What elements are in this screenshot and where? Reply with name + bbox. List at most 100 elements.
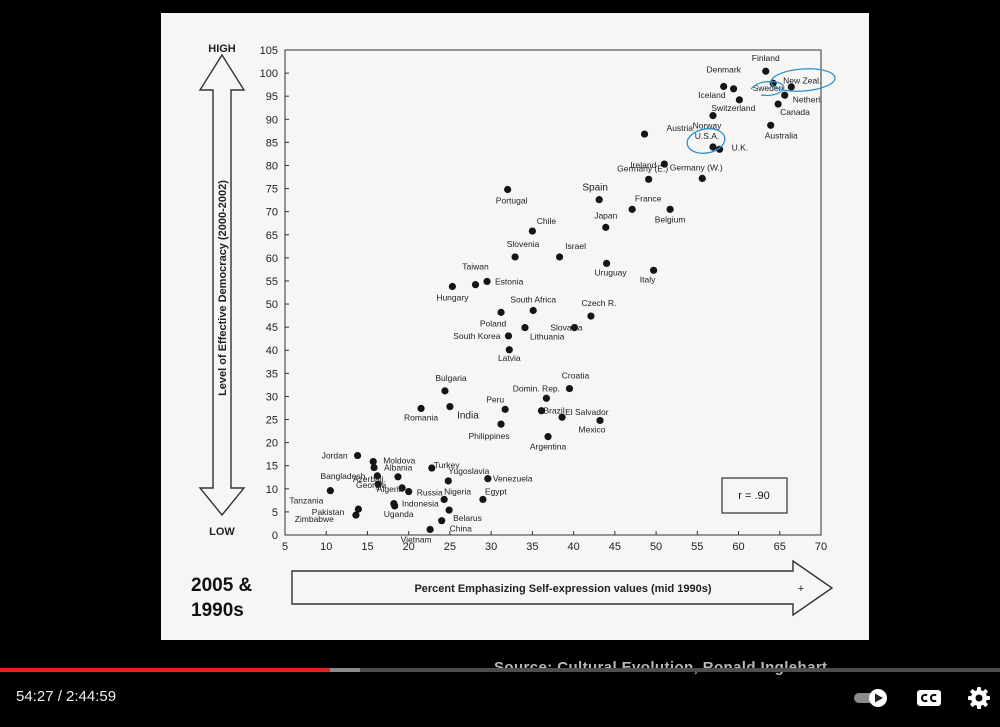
point-marker <box>715 145 724 153</box>
point-marker <box>353 451 362 460</box>
point-austria: Austria <box>640 123 694 138</box>
point-marker <box>603 259 611 267</box>
point-netherl: Netherl. <box>781 91 823 104</box>
settings-button[interactable] <box>964 684 994 712</box>
point-label: Taiwan <box>462 262 489 272</box>
point-marker <box>720 82 728 91</box>
point-label: Pakistan <box>312 507 345 517</box>
point-georgia: Georgia <box>356 480 387 490</box>
point-label: Albania <box>384 463 413 473</box>
autoplay-toggle[interactable] <box>852 684 892 712</box>
point-label: Czech R. <box>581 298 616 308</box>
point-label: Lithuania <box>530 332 565 342</box>
point-label: Slovenia <box>507 239 540 249</box>
subtitles-button[interactable] <box>913 684 945 712</box>
point-marker <box>767 121 775 129</box>
progress-played <box>0 668 330 672</box>
point-marker <box>774 100 782 108</box>
point-label: India <box>457 411 479 422</box>
progress-bar[interactable] <box>0 668 1000 672</box>
point-label: Spain <box>582 183 608 194</box>
point-marker <box>640 130 649 138</box>
point-portugal: Portugal <box>496 185 528 205</box>
point-label: Yugoslavia <box>448 466 489 476</box>
y-tick-label: 65 <box>266 230 278 242</box>
point-label: South Korea <box>453 331 501 341</box>
point-marker <box>501 405 509 413</box>
point-russia: Russia <box>405 488 443 498</box>
point-poland: Poland <box>480 308 507 328</box>
point-label: Romania <box>404 412 438 422</box>
point-marker <box>405 487 413 496</box>
point-marker <box>370 463 378 472</box>
x-tick-label: 30 <box>485 541 497 553</box>
y-tick-label: 55 <box>266 276 278 288</box>
point-label: Belgium <box>655 214 686 224</box>
point-label: El Salvador <box>565 407 609 417</box>
point-label: Portugal <box>496 195 528 205</box>
point-marker <box>440 495 448 504</box>
point-denmark: Denmark <box>706 64 742 91</box>
point-marker <box>555 253 564 261</box>
point-marker <box>391 502 399 510</box>
point-marker <box>521 324 529 332</box>
point-germany-e: Germany (E.) <box>617 163 668 183</box>
point-israel: Israel <box>555 241 586 261</box>
point-label: South Africa <box>510 295 556 305</box>
point-ireland: Ireland <box>630 160 668 170</box>
point-label: Latvia <box>498 353 521 363</box>
point-slovakia: Slovakia <box>550 323 582 333</box>
point-label: Germany (W.) <box>670 162 723 172</box>
point-marker <box>570 324 579 332</box>
x-axis: 5 10 15 20 25 30 35 40 45 50 55 60 65 70 <box>282 531 827 553</box>
point-label: Netherl. <box>793 94 823 104</box>
point-label: Belarus <box>453 513 482 523</box>
point-marker <box>698 174 706 183</box>
point-marker <box>504 185 512 194</box>
point-bangladesh: Bangladesh <box>320 471 381 481</box>
point-algeria: Algeria <box>377 484 406 494</box>
x-tick-label: 35 <box>526 541 538 553</box>
point-jordan: Jordan <box>322 451 362 461</box>
x-tick-label: 70 <box>815 541 827 553</box>
point-label: Venezuela <box>493 474 533 484</box>
point-vietnam: Vietnam <box>401 525 434 544</box>
point-marker <box>596 416 604 425</box>
point-marker <box>484 475 492 483</box>
point-label: Slovakia <box>550 323 582 333</box>
highlight-circle-usa <box>686 128 726 154</box>
point-nigeria: Nigeria <box>440 486 471 504</box>
point-australia: Australia <box>765 121 798 140</box>
point-label: Estonia <box>495 276 524 286</box>
point-marker <box>373 472 381 480</box>
x-tick-label: 10 <box>320 541 332 553</box>
point-label: Hungary <box>436 292 469 302</box>
point-label: Indonesia <box>402 499 439 509</box>
highlight-circle-new-zealand <box>770 68 836 92</box>
point-label: Moldova <box>383 456 415 466</box>
point-moldova: Moldova <box>369 456 416 466</box>
point-slovenia: Slovenia <box>507 239 540 261</box>
x-tick-label: 40 <box>567 541 579 553</box>
y-tick-label: 25 <box>266 415 278 427</box>
point-el-salvador: El Salvador <box>558 407 609 421</box>
time-display: 54:27 / 2:44:59 <box>16 688 117 705</box>
point-marker <box>374 480 382 488</box>
point-marker <box>542 394 551 402</box>
point-sweden: Sweden <box>753 83 795 93</box>
point-label: Mexico <box>579 424 606 434</box>
vertical-arrow <box>198 53 246 517</box>
point-germany-w: Germany (W.) <box>670 162 723 183</box>
point-label: Chile <box>537 216 557 226</box>
point-label: Austria <box>667 123 694 133</box>
point-label: Algeria <box>377 484 404 494</box>
point-marker <box>426 525 434 534</box>
point-label: Bulgaria <box>435 373 466 383</box>
point-marker <box>497 308 505 316</box>
point-belgium: Belgium <box>655 205 686 224</box>
point-marker <box>709 143 717 151</box>
point-label: Nigeria <box>444 486 471 496</box>
point-marker <box>497 420 505 428</box>
point-label: Domin. Rep. <box>513 383 560 393</box>
point-label: Vietnam <box>401 534 432 544</box>
